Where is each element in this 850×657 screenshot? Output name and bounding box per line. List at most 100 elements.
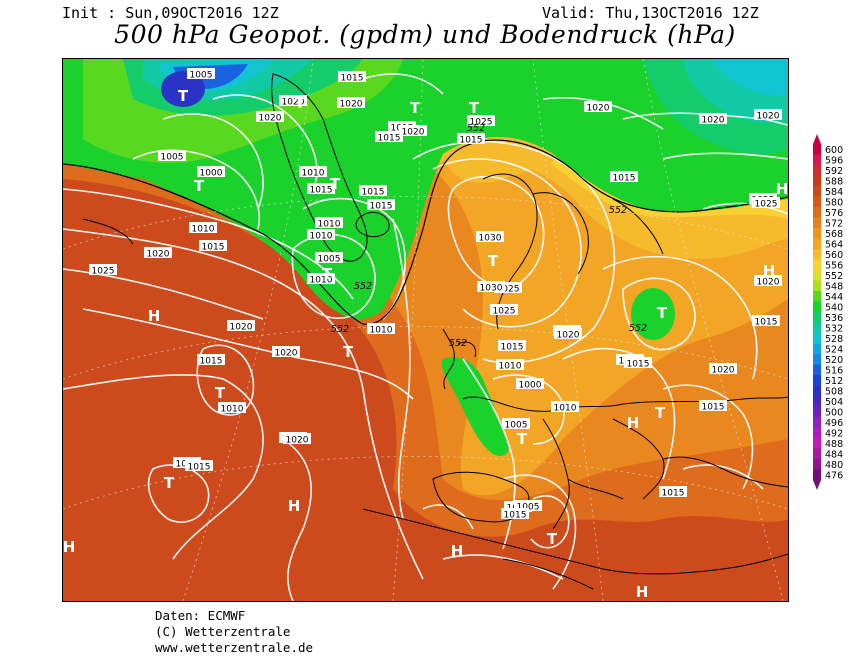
legend-label: 524	[825, 344, 843, 355]
copyright: (C) Wetterzentrale	[155, 624, 291, 639]
isobar-label: 1020	[272, 346, 300, 359]
svg-text:1015: 1015	[310, 186, 333, 196]
legend-swatch	[813, 165, 821, 176]
legend-swatch	[813, 459, 821, 470]
isobar-label: 1020	[754, 275, 782, 288]
legend-label: 560	[825, 250, 843, 261]
legend-arrow-down	[813, 480, 821, 490]
legend-label: 492	[825, 428, 843, 439]
legend-label: 564	[825, 239, 843, 250]
svg-text:1015: 1015	[755, 318, 778, 328]
svg-text:1000: 1000	[200, 169, 223, 179]
svg-text:1015: 1015	[702, 403, 725, 413]
legend-label: 548	[825, 281, 843, 292]
svg-text:1015: 1015	[188, 463, 211, 473]
legend-label: 556	[825, 260, 843, 271]
legend-swatch	[813, 354, 821, 365]
svg-text:1015: 1015	[378, 134, 401, 144]
svg-text:1015: 1015	[662, 489, 685, 499]
high-pressure-marker: H	[636, 583, 649, 601]
low-pressure-marker: T	[330, 175, 341, 193]
svg-text:1020: 1020	[147, 250, 170, 260]
svg-text:1020: 1020	[230, 323, 253, 333]
high-pressure-marker: H	[148, 307, 161, 325]
svg-text:1010: 1010	[370, 326, 393, 336]
isobar-label: 1015	[185, 460, 213, 473]
high-pressure-marker: H	[776, 180, 789, 198]
isobar-lines	[63, 73, 788, 601]
legend-swatch	[813, 175, 821, 187]
legend-label: 512	[825, 376, 843, 387]
valid-time: Valid: Thu,13OCT2016 12Z	[542, 4, 759, 22]
svg-text:1020: 1020	[282, 98, 305, 108]
contour-labels: 1005101510201020102010151020101510251015…	[89, 68, 782, 521]
isobar-label: 1020	[279, 95, 307, 108]
geopotential-field-552-east	[631, 288, 675, 340]
legend-label: 500	[825, 407, 843, 418]
svg-text:1010: 1010	[221, 405, 244, 415]
legend-label: 544	[825, 292, 843, 303]
isobar-label: 1025	[467, 115, 495, 128]
contour-552-label: 552	[331, 324, 349, 335]
isobar-label: 1005	[514, 500, 542, 513]
isobar-label: 1010	[299, 166, 327, 179]
legend-swatch	[813, 249, 821, 260]
isobar-label: 1025	[490, 304, 518, 317]
isobar-label: 1020	[584, 101, 612, 114]
isobar-label: 1020	[399, 125, 427, 138]
svg-text:1025: 1025	[470, 118, 493, 128]
svg-text:1005: 1005	[161, 153, 184, 163]
svg-text:1015: 1015	[627, 360, 650, 370]
legend-swatch	[813, 144, 821, 155]
map-title: 500 hPa Geopot. (gpdm) und Bodendruck (h…	[114, 20, 736, 49]
low-pressure-marker: T	[469, 99, 480, 117]
svg-text:1010: 1010	[310, 232, 333, 242]
low-pressure-marker: T	[343, 343, 354, 361]
isobar-label: 1020	[283, 433, 311, 446]
isobar-label: 1015	[752, 315, 780, 328]
contour-552-label: 552	[354, 281, 372, 292]
low-pressure-marker: T	[215, 384, 226, 402]
svg-text:1010: 1010	[310, 276, 333, 286]
legend-swatch	[813, 280, 821, 292]
color-legend: 6005965925885845805765725685645605565525…	[813, 134, 843, 490]
low-pressure-marker: T	[164, 474, 175, 492]
isobar-label: 1015	[367, 199, 395, 212]
weather-map: 1005101510201020102010151020101510251015…	[62, 58, 789, 602]
isobar-label: 1015	[338, 71, 366, 84]
legend-swatch	[813, 417, 821, 428]
isobar-label: 1005	[158, 150, 186, 163]
isobar-label: 1025	[89, 264, 117, 277]
isobar-label: 1015	[699, 400, 727, 413]
isobar-label: 1010	[367, 323, 395, 336]
svg-text:1015: 1015	[362, 188, 385, 198]
isobar-label: 1015	[457, 133, 485, 146]
svg-text:1010: 1010	[302, 169, 325, 179]
isobar-label: 1030	[477, 281, 505, 294]
legend-swatch	[813, 270, 821, 281]
svg-text:1025: 1025	[755, 200, 778, 210]
contour-552-label: 552	[449, 338, 467, 349]
legend-swatch	[813, 207, 821, 218]
contour-552-label: 552	[629, 323, 647, 334]
legend-swatch	[813, 291, 821, 302]
legend-label: 536	[825, 313, 843, 324]
legend-label: 568	[825, 229, 843, 240]
low-pressure-marker: T	[194, 177, 205, 195]
legend-label: 596	[825, 155, 843, 166]
svg-text:1030: 1030	[480, 284, 503, 294]
legend-label: 520	[825, 355, 843, 366]
website-url: www.wetterzentrale.de	[155, 640, 314, 655]
coastlines	[82, 73, 788, 590]
svg-text:1005: 1005	[318, 255, 341, 265]
svg-text:1020: 1020	[757, 112, 780, 122]
svg-text:1015: 1015	[370, 202, 393, 212]
isobar-label: 1010	[189, 222, 217, 235]
contour-552-label: 552	[467, 123, 485, 134]
legend-swatch	[813, 228, 821, 239]
low-pressure-marker: T	[410, 99, 421, 117]
isobar-label: 1015	[199, 240, 227, 253]
legend-swatch	[813, 438, 821, 449]
high-pressure-marker: H	[63, 538, 76, 556]
